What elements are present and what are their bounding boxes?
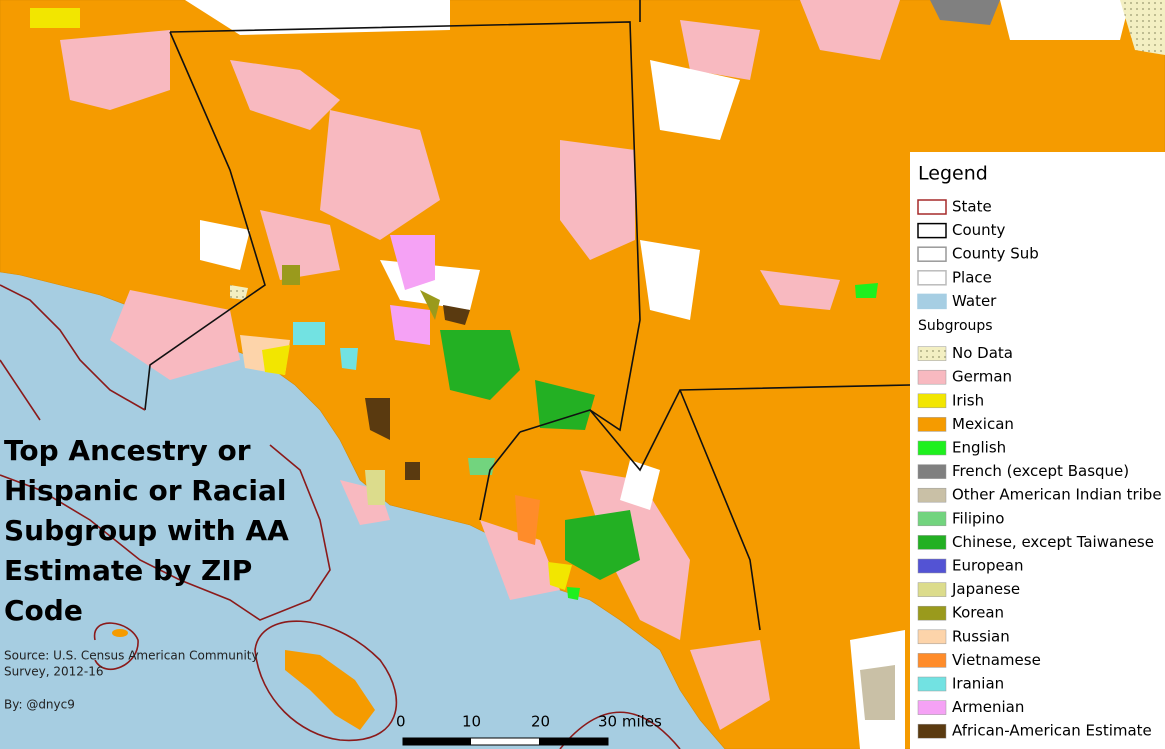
title-line: Top Ancestry or: [4, 434, 251, 467]
island: [112, 629, 128, 637]
legend-swatch: [917, 199, 947, 215]
source-line: Survey, 2012-16: [4, 665, 104, 679]
byline: By: @dnyc9: [4, 698, 75, 712]
legend-label: Japanese: [951, 580, 1020, 598]
legend-swatch: [917, 653, 947, 668]
legend-label: European: [952, 557, 1023, 575]
legend-label: Vietnamese: [952, 651, 1041, 669]
legend-label: County Sub: [952, 245, 1039, 263]
legend-subtitle: Subgroups: [918, 318, 993, 334]
legend-label: Russian: [952, 627, 1010, 645]
title-line: Code: [4, 594, 83, 627]
legend-label: Filipino: [952, 509, 1004, 527]
title-block: Top Ancestry or Hispanic or Racial Subgrou…: [4, 434, 289, 712]
legend-label: African-American Estimate: [952, 722, 1152, 740]
county-lines: [144, 0, 911, 631]
scale-label: 0: [396, 713, 406, 731]
scale-label: 20: [531, 713, 550, 731]
legend-label: Armenian: [952, 698, 1024, 716]
legend-label: County: [952, 221, 1006, 239]
legend-swatch: [917, 246, 947, 262]
state-lines: [0, 284, 681, 749]
legend-swatch: [917, 346, 947, 361]
legend-swatch: [917, 535, 947, 550]
legend-swatch: [917, 558, 947, 574]
legend-label: Mexican: [952, 415, 1014, 433]
legend-swatch: [917, 629, 947, 645]
legend-label: Chinese, except Taiwanese: [952, 533, 1154, 551]
legend-swatch: [917, 293, 947, 310]
legend-swatch: [917, 605, 947, 621]
legend-label: French (except Basque): [952, 462, 1129, 480]
legend: Legend State County County Sub Place Water Su…: [910, 152, 1165, 749]
legend-label: Irish: [952, 391, 984, 409]
legend-swatch: [917, 511, 947, 527]
legend-label: German: [952, 368, 1012, 386]
legend-items: State County County Sub Place Water Subgroups…: [917, 198, 1162, 740]
legend-label: Place: [952, 268, 992, 286]
source-line: Source: U.S. Census American Community: [4, 649, 259, 663]
title-line: Estimate by ZIP: [4, 554, 252, 587]
legend-label: Water: [952, 292, 997, 310]
legend-box: [910, 152, 1165, 749]
island: [285, 650, 375, 730]
legend-label: Other American Indian tribe: [952, 486, 1162, 504]
scale-label: 30 miles: [598, 713, 662, 731]
legend-swatch: [917, 464, 947, 479]
subgroup-areas: [30, 0, 1165, 720]
legend-swatch: [917, 440, 947, 456]
legend-swatch: [917, 222, 947, 239]
legend-label: No Data: [952, 344, 1013, 362]
legend-label: State: [952, 198, 992, 216]
legend-swatch: [917, 270, 947, 286]
legend-swatch: [917, 417, 947, 432]
legend-label: Korean: [952, 604, 1004, 622]
german-areas: [60, 0, 900, 730]
title-line: Hispanic or Racial: [4, 474, 286, 507]
legend-swatch: [917, 393, 947, 409]
legend-label: English: [952, 439, 1006, 457]
legend-swatch: [917, 369, 947, 385]
legend-swatch: [917, 676, 947, 692]
legend-title: Legend: [918, 163, 988, 185]
scale-label: 10: [462, 713, 481, 731]
legend-swatch: [917, 700, 947, 715]
legend-swatch: [917, 487, 947, 503]
scale-labels: 0 10 20 30 miles: [396, 713, 662, 731]
title-line: Subgroup with AA: [4, 514, 289, 547]
legend-swatch: [917, 582, 947, 597]
legend-label: Iranian: [952, 675, 1004, 693]
legend-swatch: [917, 723, 947, 739]
scale-bar: [402, 737, 609, 746]
